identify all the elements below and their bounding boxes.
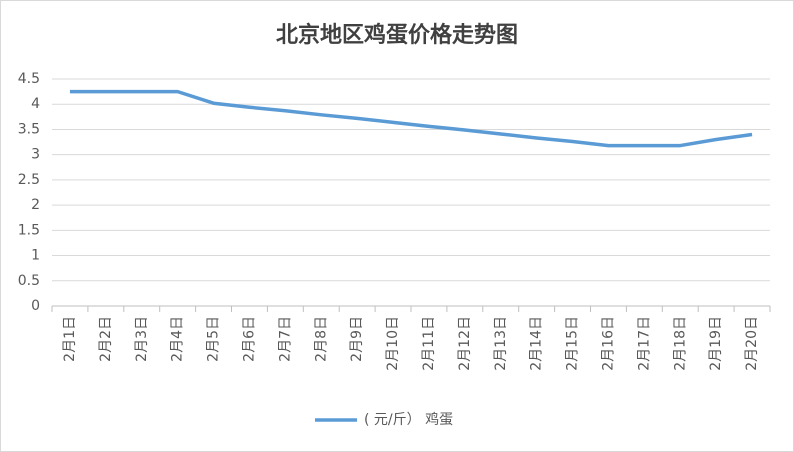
x-tick-label: 2月10日	[385, 316, 401, 371]
x-tick-label: 2月17日	[636, 316, 652, 371]
x-tick-label: 2月4日	[170, 316, 186, 362]
x-tick-label: 2月11日	[421, 316, 437, 371]
y-tick-label: 2	[31, 197, 40, 213]
x-tick-label: 2月1日	[62, 316, 78, 362]
y-tick-label: 4.5	[18, 71, 40, 87]
y-tick-label: 3.5	[18, 121, 40, 137]
legend-label: ( 元/斤） 鸡蛋	[364, 411, 453, 428]
x-tick-label: 2月19日	[708, 316, 724, 371]
y-tick-label: 3	[31, 147, 40, 163]
x-tick-label: 2月15日	[565, 316, 581, 371]
y-tick-label: 1	[31, 248, 40, 264]
x-tick-label: 2月3日	[134, 316, 150, 362]
x-tick-label: 2月16日	[600, 316, 616, 371]
y-tick-label: 0	[31, 298, 40, 314]
x-tick-label: 2月13日	[493, 316, 509, 371]
x-tick-label: 2月7日	[277, 316, 293, 362]
x-tick-label: 2月8日	[313, 316, 329, 362]
x-tick-label: 2月2日	[98, 316, 114, 362]
y-tick-label: 0.5	[18, 273, 40, 289]
x-tick-label: 2月9日	[349, 316, 365, 362]
y-tick-label: 4	[31, 96, 40, 112]
x-tick-label: 2月14日	[529, 316, 545, 371]
x-tick-label: 2月6日	[241, 316, 257, 362]
x-tick-label: 2月5日	[206, 316, 222, 362]
x-tick-label: 2月18日	[672, 316, 688, 371]
x-tick-label: 2月20日	[744, 316, 760, 371]
y-tick-label: 1.5	[18, 222, 40, 238]
x-tick-label: 2月12日	[457, 316, 473, 371]
data-line	[69, 89, 753, 148]
y-tick-label: 2.5	[18, 172, 40, 188]
chart-title: 北京地区鸡蛋价格走势图	[276, 22, 518, 48]
